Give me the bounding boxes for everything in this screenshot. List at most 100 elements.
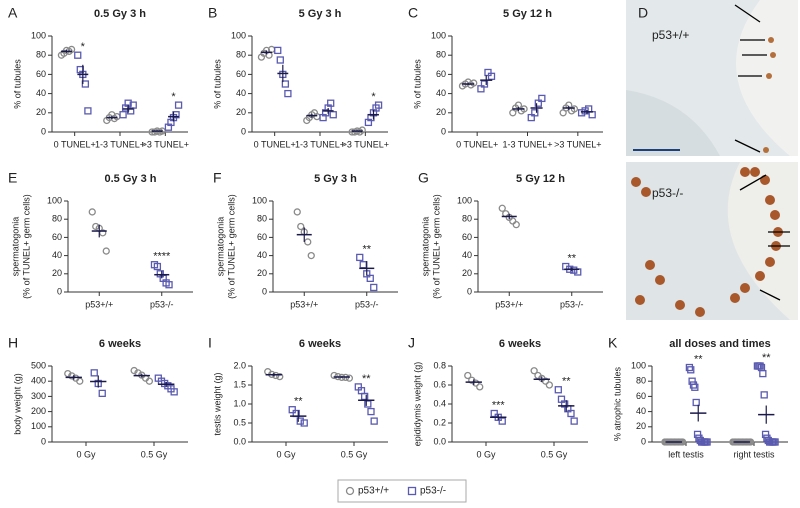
y-axis-label: epididymis weight (g) xyxy=(412,362,422,447)
y-tick-label: 100 xyxy=(47,195,62,205)
data-point xyxy=(88,208,96,216)
stained-cell xyxy=(766,73,772,79)
data-point xyxy=(771,438,779,446)
stained-cells xyxy=(631,167,783,317)
chart-title: all doses and times xyxy=(669,338,770,350)
y-tick-label: 0.6 xyxy=(433,379,446,389)
data-point xyxy=(570,266,578,274)
panel-letter: I xyxy=(208,335,212,351)
data-point xyxy=(272,371,280,380)
data-point xyxy=(364,400,372,408)
chart-panel: I 6 weeks testis weight (g) 0.0 0.5 1.0 1.5 2.0… xyxy=(208,335,388,459)
y-tick-label: 40 xyxy=(236,88,246,98)
chart-title: 5 Gy 12 h xyxy=(503,8,552,20)
panel-letter: J xyxy=(408,335,415,351)
panel-letter: K xyxy=(608,335,618,351)
x-tick-label: p53-/- xyxy=(355,299,379,309)
data-point xyxy=(119,111,127,119)
panel-letter: H xyxy=(8,335,18,351)
data-point xyxy=(472,379,480,387)
y-tick-label: 80 xyxy=(236,50,246,60)
y-tick-label: 20 xyxy=(636,421,646,431)
y-tick-label: 20 xyxy=(436,107,446,117)
y-tick-label: 0.0 xyxy=(233,436,246,446)
panel-letter: D xyxy=(638,5,648,21)
y-tick-label: 0.5 xyxy=(233,417,246,427)
y-tick-label: 300 xyxy=(31,391,46,401)
chart-title: 5 Gy 3 h xyxy=(299,8,342,20)
data-point xyxy=(685,363,694,372)
data-point xyxy=(498,204,506,212)
data-point xyxy=(470,79,478,87)
y-tick-label: 80 xyxy=(436,50,446,60)
y-axis-label: % of tubules xyxy=(212,59,222,109)
data-point xyxy=(530,367,538,375)
chart-panel: A 0.5 Gy 3 h % of tubules 0 20 40 60 80 100 0 TUN… xyxy=(8,5,189,150)
significance: ** xyxy=(362,373,371,385)
y-tick-label: 100 xyxy=(431,30,446,40)
data-point xyxy=(348,128,356,136)
x-tick-label: p53-/- xyxy=(150,299,174,309)
data-point xyxy=(498,417,506,425)
y-tick-label: 0 xyxy=(262,286,267,296)
data-point xyxy=(281,80,290,88)
data-point xyxy=(538,94,546,103)
data-point xyxy=(756,362,764,370)
y-tick-label: 0 xyxy=(57,286,62,296)
y-tick-label: 0.2 xyxy=(433,417,446,427)
y-tick-label: 40 xyxy=(52,250,62,260)
y-tick-label: 60 xyxy=(236,69,246,79)
x-tick-label: 1-3 TUNEL+ xyxy=(502,139,552,149)
data-point xyxy=(545,381,554,389)
data-point xyxy=(567,409,575,418)
data-point xyxy=(276,372,284,381)
data-point xyxy=(359,261,367,269)
data-point xyxy=(274,46,282,55)
data-point xyxy=(370,417,378,425)
y-tick-label: 0 xyxy=(41,126,46,136)
x-tick-label: p53+/+ xyxy=(85,299,113,309)
data-point xyxy=(327,99,335,107)
data-point xyxy=(570,417,578,425)
y-tick-label: 2.0 xyxy=(233,360,246,370)
y-tick-label: 80 xyxy=(257,214,267,224)
data-point xyxy=(148,128,156,136)
legend-marker xyxy=(345,486,355,496)
significance: * xyxy=(171,91,176,103)
data-point xyxy=(284,89,292,98)
data-point xyxy=(84,107,92,115)
stained-cell xyxy=(763,147,769,153)
y-tick-label: 60 xyxy=(462,232,472,242)
data-point xyxy=(74,51,82,59)
y-tick-label: 80 xyxy=(636,376,646,386)
chart-panel: C 5 Gy 12 h % of tubules 0 20 40 60 80 100 0 TUNE… xyxy=(408,5,603,149)
significance: ** xyxy=(694,353,703,365)
y-axis-label: spermatogonia xyxy=(215,217,225,277)
data-point xyxy=(297,222,305,231)
y-tick-label: 80 xyxy=(462,214,472,224)
y-tick-label: 80 xyxy=(36,50,46,60)
chart-panel: E 0.5 Gy 3 h spermatogonia (% of TUNEL+ ger… xyxy=(8,170,193,309)
y-tick-label: 500 xyxy=(31,360,46,370)
data-point xyxy=(174,101,183,109)
data-point xyxy=(480,80,489,88)
data-point xyxy=(165,281,173,289)
data-point xyxy=(300,419,308,427)
panel-letter: A xyxy=(8,5,18,21)
data-point xyxy=(129,101,137,109)
y-tick-label: 100 xyxy=(231,30,246,40)
data-point xyxy=(102,247,110,255)
y-tick-label: 0 xyxy=(641,436,646,446)
y-tick-label: 100 xyxy=(631,360,646,370)
y-tick-label: 40 xyxy=(636,406,646,416)
chart-title: 0.5 Gy 3 h xyxy=(105,173,157,185)
image-label: p53+/+ xyxy=(652,28,689,42)
y-axis-label: (% of TUNEL+ germ cells) xyxy=(21,194,31,299)
y-tick-label: 100 xyxy=(31,421,46,431)
data-point xyxy=(345,374,354,382)
data-point xyxy=(703,438,711,446)
data-point xyxy=(464,371,472,380)
stained-cell xyxy=(770,52,776,58)
data-point xyxy=(760,391,768,399)
data-point xyxy=(296,417,304,425)
